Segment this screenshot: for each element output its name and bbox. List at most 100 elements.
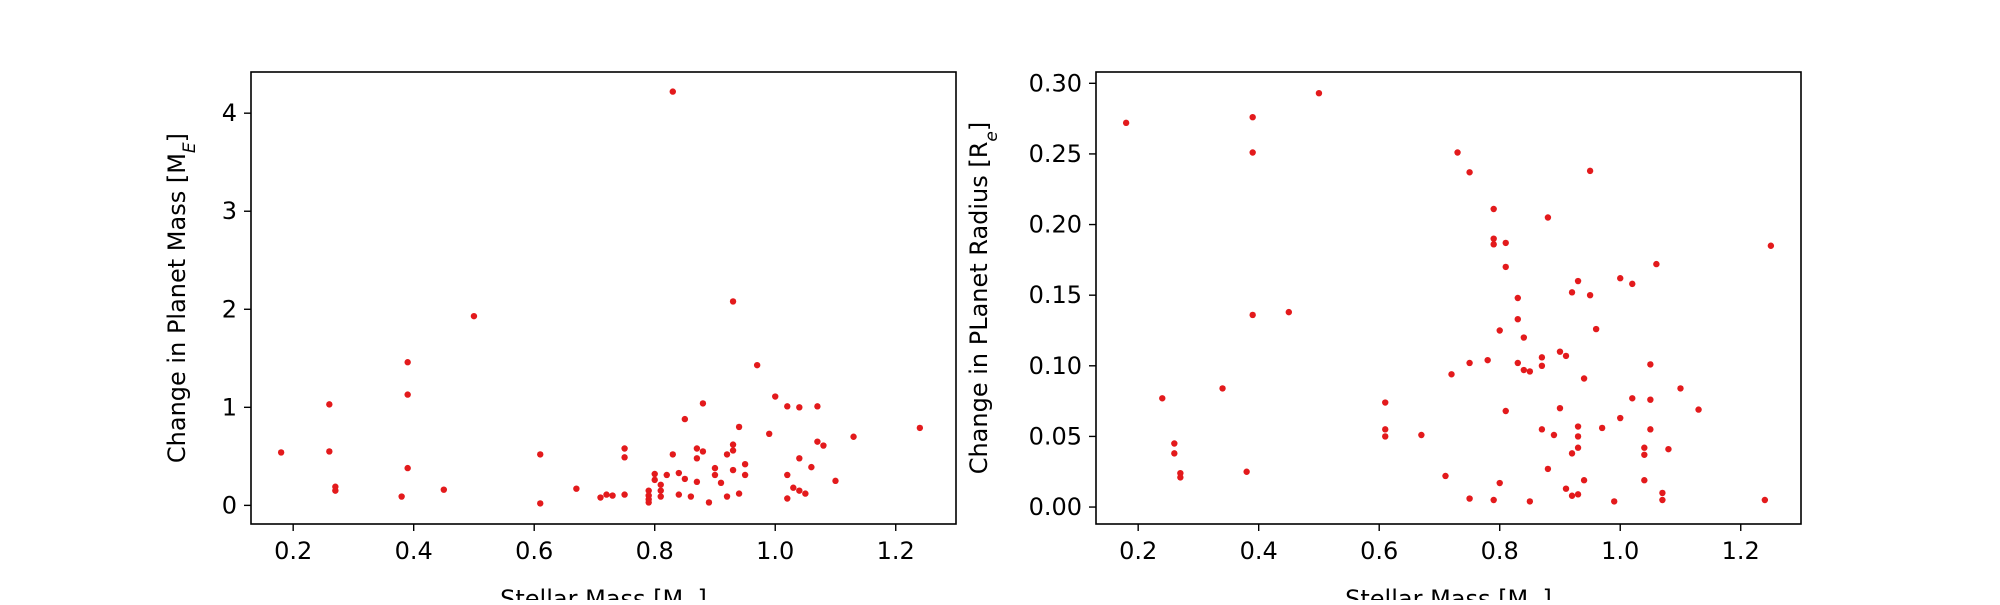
data-point xyxy=(784,471,791,479)
y-tick-label: 2 xyxy=(222,295,237,323)
y-tick-label: 3 xyxy=(222,197,237,225)
data-point xyxy=(784,403,791,410)
data-point xyxy=(440,486,448,493)
data-point xyxy=(1490,235,1497,242)
data-point xyxy=(741,471,749,479)
data-point xyxy=(796,487,803,494)
data-point xyxy=(1249,311,1256,319)
data-point xyxy=(1659,489,1666,497)
data-point xyxy=(1490,241,1497,248)
data-point xyxy=(1514,294,1521,302)
data-point xyxy=(669,451,676,458)
x-tick-label: 1.0 xyxy=(1601,537,1639,565)
data-point xyxy=(1249,149,1256,156)
data-point xyxy=(1586,291,1594,299)
data-point xyxy=(669,88,676,95)
data-point xyxy=(657,481,664,488)
data-point xyxy=(657,487,664,494)
data-point xyxy=(663,471,670,479)
data-point xyxy=(1454,149,1461,156)
data-point xyxy=(723,493,731,500)
data-point xyxy=(820,442,827,449)
data-point xyxy=(1219,385,1226,392)
data-point xyxy=(398,493,405,500)
data-point xyxy=(681,475,689,483)
data-point xyxy=(277,449,285,456)
data-point xyxy=(832,477,839,485)
y-tick-label: 0.10 xyxy=(1029,352,1082,380)
data-point xyxy=(1568,450,1576,457)
data-point xyxy=(1653,260,1660,268)
data-point xyxy=(1574,433,1582,440)
data-point xyxy=(729,298,737,305)
data-point xyxy=(1544,465,1552,473)
data-point xyxy=(814,403,821,410)
data-point xyxy=(537,451,544,458)
data-point xyxy=(1761,496,1769,504)
data-point xyxy=(657,493,664,500)
data-point xyxy=(1249,114,1256,121)
data-point xyxy=(729,466,737,474)
data-point xyxy=(651,470,658,478)
data-point xyxy=(1490,496,1497,504)
data-point xyxy=(1562,485,1570,492)
data-point xyxy=(808,463,815,471)
data-point xyxy=(1592,325,1600,333)
data-point xyxy=(470,312,478,320)
data-point xyxy=(1520,334,1528,341)
data-point xyxy=(1538,354,1546,361)
data-point xyxy=(1502,263,1509,271)
data-point xyxy=(1695,406,1702,413)
y-tick-label: 0.30 xyxy=(1029,69,1082,97)
data-point xyxy=(1496,479,1503,487)
y-tick-label: 0.05 xyxy=(1029,422,1082,450)
y-tick-label: 0.15 xyxy=(1029,281,1082,309)
data-point xyxy=(1574,444,1582,451)
data-point xyxy=(1177,474,1184,481)
data-point xyxy=(693,445,701,452)
data-point xyxy=(1448,371,1455,378)
data-point xyxy=(326,401,333,408)
data-point xyxy=(645,499,652,506)
data-point xyxy=(1665,445,1672,453)
data-point xyxy=(1647,396,1654,403)
data-point xyxy=(784,495,791,502)
data-point xyxy=(741,460,749,468)
data-point xyxy=(603,491,610,498)
data-point xyxy=(1526,498,1534,505)
x-tick-label: 0.8 xyxy=(636,537,674,565)
data-point xyxy=(1767,242,1775,249)
data-point xyxy=(1598,424,1606,432)
data-point xyxy=(772,393,779,400)
data-point xyxy=(1466,495,1473,502)
data-point xyxy=(1382,399,1389,406)
y-tick-label: 0.00 xyxy=(1029,493,1082,521)
data-point xyxy=(699,448,707,455)
data-point xyxy=(717,479,725,487)
data-point xyxy=(790,484,797,491)
data-point xyxy=(711,471,719,479)
data-point xyxy=(1568,289,1576,296)
y-axis-label: Change in PLanet Radius [Re] xyxy=(965,122,1002,475)
data-point xyxy=(621,445,628,452)
data-point xyxy=(675,469,683,477)
y-tick-label: 4 xyxy=(222,99,237,127)
x-tick-label: 0.4 xyxy=(395,537,433,565)
data-point xyxy=(729,447,737,454)
data-point xyxy=(1526,368,1534,375)
data-point xyxy=(1562,352,1570,360)
data-point xyxy=(1556,404,1564,412)
data-point xyxy=(1382,433,1389,440)
data-point xyxy=(1490,205,1497,213)
data-point xyxy=(651,476,658,484)
y-tick-label: 0.20 xyxy=(1029,211,1082,239)
data-point xyxy=(1442,472,1449,480)
data-point xyxy=(326,448,333,455)
data-point xyxy=(1122,119,1130,127)
y-tick-label: 0 xyxy=(222,491,237,519)
data-point xyxy=(1502,239,1509,247)
data-point xyxy=(1496,327,1503,334)
data-point xyxy=(1574,491,1582,498)
data-point xyxy=(404,359,411,366)
